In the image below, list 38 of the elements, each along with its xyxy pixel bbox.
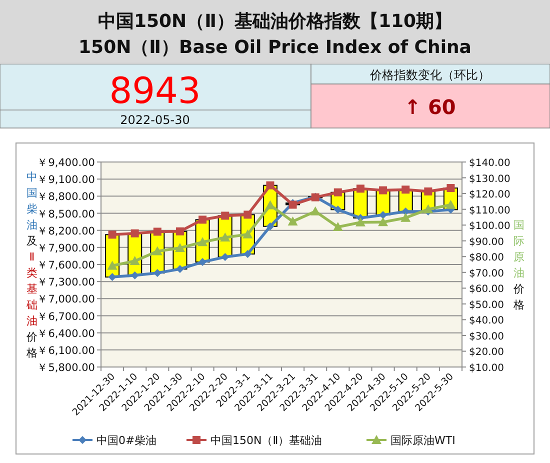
y-tick-label: ￥6,100.00 <box>37 344 95 357</box>
y2-tick-label: $60.00 <box>469 284 504 296</box>
y-tick-label: ￥9,400.00 <box>37 157 95 169</box>
y-tick-label: ￥6,700.00 <box>37 310 95 323</box>
text: 2022-05-30 <box>120 113 190 127</box>
legend-label: 中国0#柴油 <box>96 434 157 447</box>
y2-tick-label: $130.00 <box>469 174 510 185</box>
y-tick-label: ￥7,000.00 <box>37 294 95 306</box>
y2-tick-label: $30.00 <box>469 331 504 342</box>
y-tick-label: ￥8,200.00 <box>37 225 95 238</box>
y2-tick-label: $40.00 <box>469 316 504 327</box>
y2-tick-label: $70.00 <box>469 268 504 280</box>
y-tick-label: ￥7,900.00 <box>37 242 95 254</box>
text: 中国柴油及Ⅱ类基础油价格 <box>26 170 38 360</box>
y2-tick-label: $90.00 <box>469 236 504 248</box>
y2-tick-label: $80.00 <box>469 252 504 264</box>
y-tick-label: ￥8,800.00 <box>37 191 95 204</box>
y-tick-label: ￥7,300.00 <box>37 276 95 289</box>
y2-tick-label: $50.00 <box>469 300 504 311</box>
y-tick-label: ￥6,400.00 <box>37 328 95 340</box>
y-tick-label: ￥9,100.00 <box>37 174 95 186</box>
legend-label: 国际原油WTI <box>390 434 456 447</box>
y-tick-label: ￥8,500.00 <box>37 208 95 220</box>
text: 150N（Ⅱ）Base Oil Price Index of China <box>78 37 472 58</box>
y2-tick-label: $120.00 <box>469 190 510 201</box>
y2-tick-label: $140.00 <box>469 158 510 169</box>
y-tick-label: ￥5,800.00 <box>37 362 95 374</box>
text: 价格指数变化（环比） <box>369 68 490 82</box>
y2-tick-label: $100.00 <box>469 221 510 232</box>
y-tick-label: ￥7,600.00 <box>37 260 95 272</box>
text: ↑ 60 <box>404 95 456 119</box>
y2-axis-title: 国际原油价格 <box>512 218 524 312</box>
y2-tick-label: $110.00 <box>469 205 510 216</box>
text: 中国150N（Ⅱ）基础油价格指数【110期】 <box>98 11 452 32</box>
text: 8943 <box>109 71 201 112</box>
legend-label: 中国150N（Ⅱ）基础油 <box>210 434 322 447</box>
y2-tick-label: $10.00 <box>469 363 504 374</box>
y2-tick-label: $20.00 <box>469 347 504 358</box>
